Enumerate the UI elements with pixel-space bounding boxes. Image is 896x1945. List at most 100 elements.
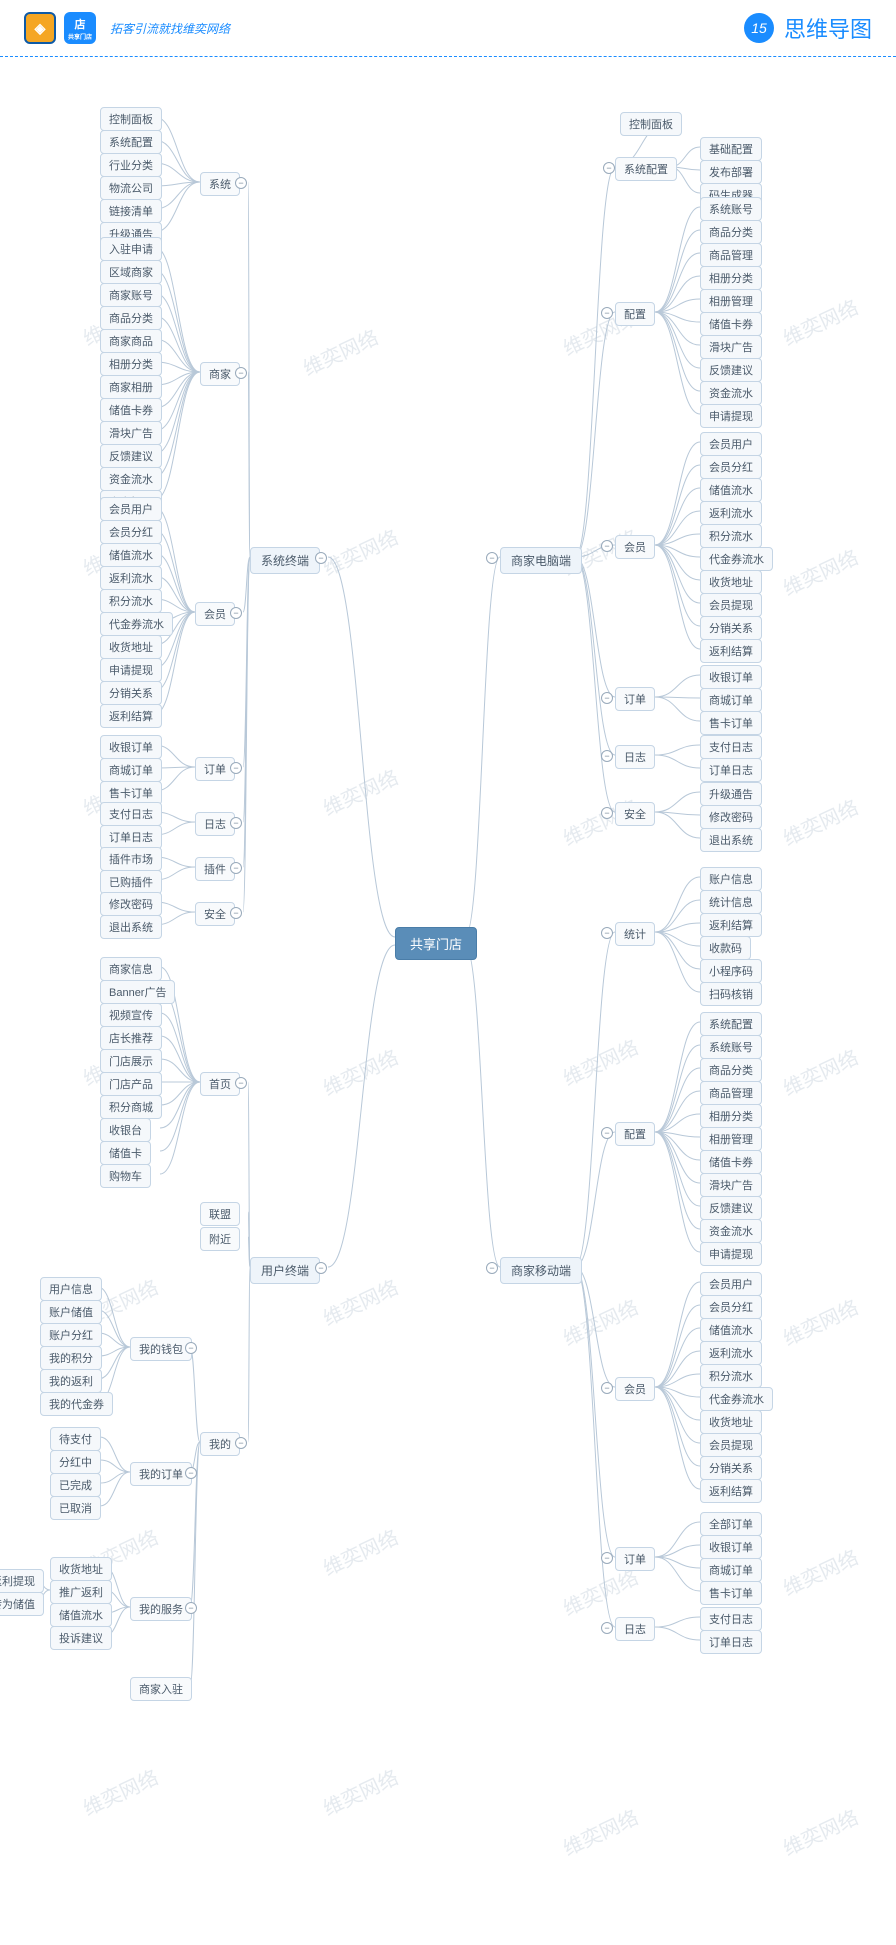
leaf-node: 滑块广告 — [700, 1173, 762, 1197]
leaf-node: 收银订单 — [700, 665, 762, 689]
leaf-node: 商品分类 — [100, 306, 162, 330]
leaf-node: 用户信息 — [40, 1277, 102, 1301]
sub-rm-会员: 会员 — [615, 1377, 655, 1401]
leaf-node: 返利流水 — [700, 501, 762, 525]
collapse-toggle[interactable]: − — [601, 927, 613, 939]
leaf-node: 储值卡券 — [100, 398, 162, 422]
leaf-node: 申请提现 — [100, 658, 162, 682]
collapse-toggle[interactable]: − — [601, 307, 613, 319]
collapse-toggle[interactable]: − — [315, 1262, 327, 1274]
leaf-node: 会员用户 — [700, 1272, 762, 1296]
leaf-node: 转为储值 — [0, 1592, 44, 1616]
collapse-toggle[interactable]: − — [601, 807, 613, 819]
collapse-toggle[interactable]: − — [185, 1342, 197, 1354]
leaf-node: 投诉建议 — [50, 1626, 112, 1650]
sub-系统: 系统 — [200, 172, 240, 196]
sub-插件: 插件 — [195, 857, 235, 881]
collapse-toggle[interactable]: − — [235, 177, 247, 189]
sub-nearby: 附近 — [200, 1227, 240, 1251]
collapse-toggle[interactable]: − — [601, 1382, 613, 1394]
watermark: 维奕网络 — [778, 541, 863, 601]
collapse-toggle[interactable]: − — [230, 817, 242, 829]
leaf-node: 我的返利 — [40, 1369, 102, 1393]
leaf-node: 系统配置 — [700, 1012, 762, 1036]
leaf-node: 积分流水 — [100, 589, 162, 613]
leaf-node: 相册分类 — [100, 352, 162, 376]
sub-merchant-join: 商家入驻 — [130, 1677, 192, 1701]
leaf-node: 系统账号 — [700, 1035, 762, 1059]
leaf-node: 支付日志 — [700, 1607, 762, 1631]
leaf-node: 支付日志 — [700, 735, 762, 759]
collapse-toggle[interactable]: − — [601, 692, 613, 704]
leaf-node: 系统账号 — [700, 197, 762, 221]
collapse-toggle[interactable]: − — [230, 607, 242, 619]
collapse-toggle[interactable]: − — [601, 1552, 613, 1564]
collapse-toggle[interactable]: − — [235, 1437, 247, 1449]
leaf-node: 收货地址 — [50, 1557, 112, 1581]
leaf-node: 相册分类 — [700, 1104, 762, 1128]
collapse-toggle[interactable]: − — [315, 552, 327, 564]
sub-wallet: 我的钱包 — [130, 1337, 192, 1361]
collapse-toggle[interactable]: − — [601, 750, 613, 762]
leaf-node: 收货地址 — [700, 1410, 762, 1434]
leaf-node: 返利结算 — [700, 639, 762, 663]
leaf-node: 扫码核销 — [700, 982, 762, 1006]
leaf-node: 已完成 — [50, 1473, 101, 1497]
collapse-toggle[interactable]: − — [235, 1077, 247, 1089]
leaf-node: 发布部署 — [700, 160, 762, 184]
collapse-toggle[interactable]: − — [185, 1467, 197, 1479]
leaf-node: 分红中 — [50, 1450, 101, 1474]
leaf-node: 收银台 — [100, 1118, 151, 1142]
collapse-toggle[interactable]: − — [601, 1622, 613, 1634]
leaf-node: 商品分类 — [700, 220, 762, 244]
watermark: 维奕网络 — [778, 291, 863, 351]
leaf-node: 会员分红 — [700, 455, 762, 479]
collapse-toggle[interactable]: − — [601, 540, 613, 552]
leaf-node: 相册管理 — [700, 1127, 762, 1151]
collapse-toggle[interactable]: − — [230, 907, 242, 919]
collapse-toggle[interactable]: − — [235, 367, 247, 379]
app-icon: 店共享门店 — [64, 12, 96, 44]
leaf-node: 升级通告 — [700, 782, 762, 806]
sub-r-会员: 会员 — [615, 535, 655, 559]
collapse-toggle[interactable]: − — [601, 1127, 613, 1139]
watermark: 维奕网络 — [558, 1291, 643, 1351]
leaf-node: 区域商家 — [100, 260, 162, 284]
header-right: 15 思维导图 — [744, 12, 872, 44]
logo-icon: ◈ — [24, 12, 56, 44]
sub-r-安全: 安全 — [615, 802, 655, 826]
collapse-toggle[interactable]: − — [486, 1262, 498, 1274]
sub-安全: 安全 — [195, 902, 235, 926]
collapse-toggle[interactable]: − — [230, 862, 242, 874]
sub-r-日志: 日志 — [615, 745, 655, 769]
leaf-node: 返利流水 — [100, 566, 162, 590]
leaf-node: 收银订单 — [100, 735, 162, 759]
leaf-node: 支付日志 — [100, 802, 162, 826]
leaf-node: 申请提现 — [700, 404, 762, 428]
leaf-node: 控制面板 — [100, 107, 162, 131]
branch-merchant-pc: 商家电脑端 — [500, 547, 582, 574]
leaf-node: 商城订单 — [100, 758, 162, 782]
sub-myorder: 我的订单 — [130, 1462, 192, 1486]
collapse-toggle[interactable]: − — [185, 1602, 197, 1614]
branch-merchant-mobile: 商家移动端 — [500, 1257, 582, 1284]
leaf-node: 订单日志 — [700, 1630, 762, 1654]
leaf-node: 门店展示 — [100, 1049, 162, 1073]
collapse-toggle[interactable]: − — [230, 762, 242, 774]
leaf-node: 返利结算 — [700, 1479, 762, 1503]
leaf-node: 统计信息 — [700, 890, 762, 914]
sub-rm-日志: 日志 — [615, 1617, 655, 1641]
collapse-toggle[interactable]: − — [486, 552, 498, 564]
sub-mine: 我的 — [200, 1432, 240, 1456]
leaf-node: 商城订单 — [700, 688, 762, 712]
page-number: 15 — [744, 13, 774, 43]
leaf-node: 积分流水 — [700, 524, 762, 548]
leaf-node: 分销关系 — [700, 616, 762, 640]
sub-商家: 商家 — [200, 362, 240, 386]
collapse-toggle[interactable]: − — [603, 162, 615, 174]
leaf-node: 我的代金券 — [40, 1392, 113, 1416]
watermark: 维奕网络 — [318, 761, 403, 821]
leaf-node: 入驻申请 — [100, 237, 162, 261]
leaf-node: 商家相册 — [100, 375, 162, 399]
mindmap-canvas: 维奕网络维奕网络维奕网络维奕网络维奕网络维奕网络维奕网络维奕网络维奕网络维奕网络… — [0, 57, 896, 1937]
